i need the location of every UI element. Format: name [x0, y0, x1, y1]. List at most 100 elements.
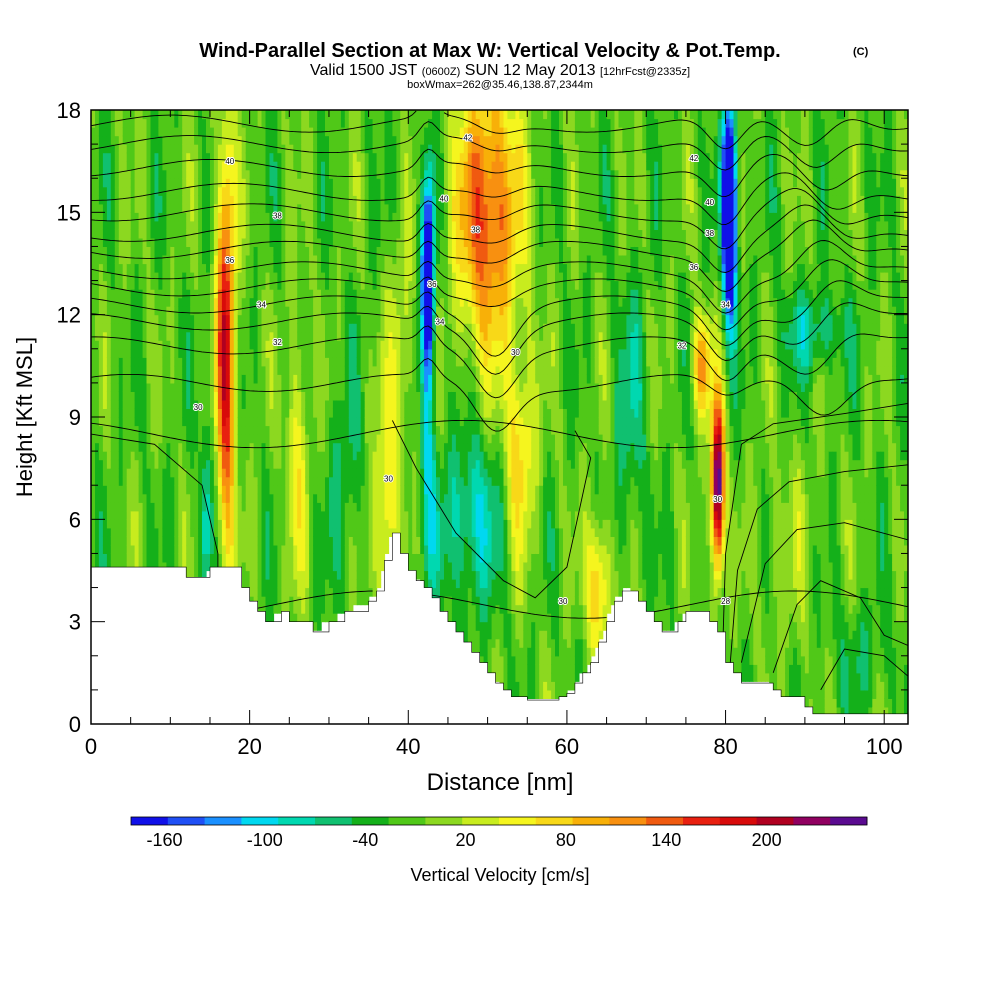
- x-axis-label: Distance [nm]: [427, 769, 574, 796]
- colorbar: -160 -100 -40 20 80 140 200: [130, 816, 868, 850]
- theta-contour-line: [91, 280, 908, 357]
- colorbar-tick-label: 80: [556, 830, 576, 850]
- y-tick-label: 9: [69, 405, 81, 430]
- chart-subtitle: Valid 1500 JST (0600Z) SUN 12 May 2013 […: [310, 62, 690, 79]
- theta-contour-label: 32: [273, 338, 282, 347]
- colorbar-tick-label: 200: [752, 830, 782, 850]
- colorbar-swatch: [315, 817, 353, 825]
- colorbar-swatch: [388, 817, 426, 825]
- y-tick-label: 6: [69, 507, 81, 532]
- colorbar-swatch: [756, 817, 794, 825]
- y-axis-label: Height [Kft MSL]: [12, 337, 37, 497]
- colorbar-swatch: [167, 817, 206, 825]
- colorbar-swatch: [425, 817, 463, 825]
- theta-contour-label: 36: [428, 280, 437, 289]
- subtitle-date: SUN 12 May 2013: [465, 62, 596, 79]
- x-tick-label: 60: [555, 734, 579, 759]
- plot-area: 40 38 36 34 32 30 42 40 38 36 34 30 42 40 38 36 34 32 30 30…: [91, 110, 908, 724]
- x-tick-label: 80: [713, 734, 737, 759]
- x-tick-label: 0: [85, 734, 97, 759]
- subtitle-forecast: [12hrFcst@2335z]: [600, 66, 690, 78]
- theta-contour-label: 40: [705, 198, 714, 207]
- theta-contour-label: 30: [194, 403, 203, 412]
- colorbar-tick-label: -40: [352, 830, 378, 850]
- theta-contour-label: 30: [559, 597, 568, 606]
- title-mark: (C): [853, 46, 869, 58]
- theta-contour-line: [91, 433, 219, 568]
- colorbar-swatch: [572, 817, 610, 825]
- theta-contour-line: [91, 240, 908, 314]
- theta-contour-line: [91, 358, 908, 432]
- theta-contours: [91, 110, 908, 691]
- theta-contour-line: [820, 648, 908, 691]
- theta-contour-line: [91, 188, 908, 250]
- colorbar-swatch: [351, 817, 390, 825]
- theta-contour-label: 36: [225, 256, 234, 265]
- colorbar-tick-label: -160: [146, 830, 182, 850]
- velocity-field: [91, 110, 908, 716]
- theta-contour-line: [91, 110, 908, 150]
- theta-contour-label: 34: [721, 300, 730, 309]
- y-tick-label: 12: [57, 303, 81, 328]
- colorbar-swatch: [683, 817, 721, 825]
- theta-contour-label: 38: [471, 225, 480, 234]
- x-tick-label: 20: [237, 734, 261, 759]
- theta-contour-line: [91, 219, 908, 292]
- y-tick-label: 15: [57, 200, 81, 225]
- theta-contour-line: [91, 302, 908, 375]
- theta-contour-labels: 40 38 36 34 32 30 42 40 38 36 34 30 42 40 38 36 34 32 30 30…: [193, 132, 732, 607]
- colorbar-tick-label: -100: [247, 830, 283, 850]
- theta-contour-label: 40: [225, 157, 234, 166]
- terrain: [91, 532, 908, 724]
- colorbar-swatch: [609, 817, 647, 825]
- theta-contour-line: [391, 420, 592, 599]
- theta-contour-label: 34: [436, 318, 445, 327]
- chart-subtitle-2: boxWmax=262@35.46,138.87,2344m: [407, 79, 593, 91]
- theta-contour-label: 34: [257, 300, 266, 309]
- colorbar-swatch: [499, 817, 537, 825]
- colorbar-frame: [130, 816, 868, 826]
- colorbar-swatch: [535, 817, 574, 825]
- theta-contour-label: 30: [384, 474, 393, 483]
- theta-contour-label: 30: [511, 348, 520, 357]
- theta-contour-line: [91, 419, 908, 449]
- theta-contour-label: 30: [713, 495, 722, 504]
- theta-contour-line: [91, 259, 908, 331]
- y-tick-label: 0: [69, 712, 81, 737]
- theta-contour-line: [91, 325, 908, 399]
- colorbar-swatch: [204, 817, 242, 825]
- theta-contour-line: [91, 121, 908, 171]
- theta-contour-line: [91, 204, 908, 273]
- subtitle-utc: (0600Z): [422, 66, 461, 78]
- colorbar-swatch: [646, 817, 684, 825]
- theta-contour-line: [91, 172, 908, 226]
- colorbar-swatch: [462, 817, 500, 825]
- theta-contour-label: 42: [689, 154, 698, 163]
- x-tick-label: 100: [866, 734, 903, 759]
- colorbar-swatch: [830, 817, 868, 825]
- colorbar-swatch: [793, 817, 831, 825]
- subtitle-valid: Valid 1500 JST: [310, 62, 418, 79]
- colorbar-swatch: [241, 817, 279, 825]
- theta-contour-label: 28: [721, 597, 730, 606]
- theta-contour-label: 40: [440, 195, 449, 204]
- theta-contour-label: 36: [689, 263, 698, 272]
- theta-contour-label: 38: [705, 229, 714, 238]
- colorbar-tick-label: 20: [455, 830, 475, 850]
- theta-contour-line: [740, 522, 908, 663]
- theta-contour-line: [91, 148, 908, 198]
- x-axis: 0 20 40 60 80 100: [85, 110, 903, 759]
- x-tick-label: 40: [396, 734, 420, 759]
- y-tick-label: 18: [57, 98, 81, 123]
- theta-contour-line: [772, 580, 908, 673]
- theta-contour-label: 42: [463, 133, 472, 142]
- y-tick-label: 3: [69, 610, 81, 635]
- theta-contour-label: 38: [273, 212, 282, 221]
- theta-contour-label: 32: [677, 341, 686, 350]
- colorbar-label: Vertical Velocity [cm/s]: [410, 865, 589, 885]
- colorbar-swatch: [278, 817, 316, 825]
- theta-contour-line: [729, 464, 908, 663]
- theta-contour-line: [721, 402, 908, 660]
